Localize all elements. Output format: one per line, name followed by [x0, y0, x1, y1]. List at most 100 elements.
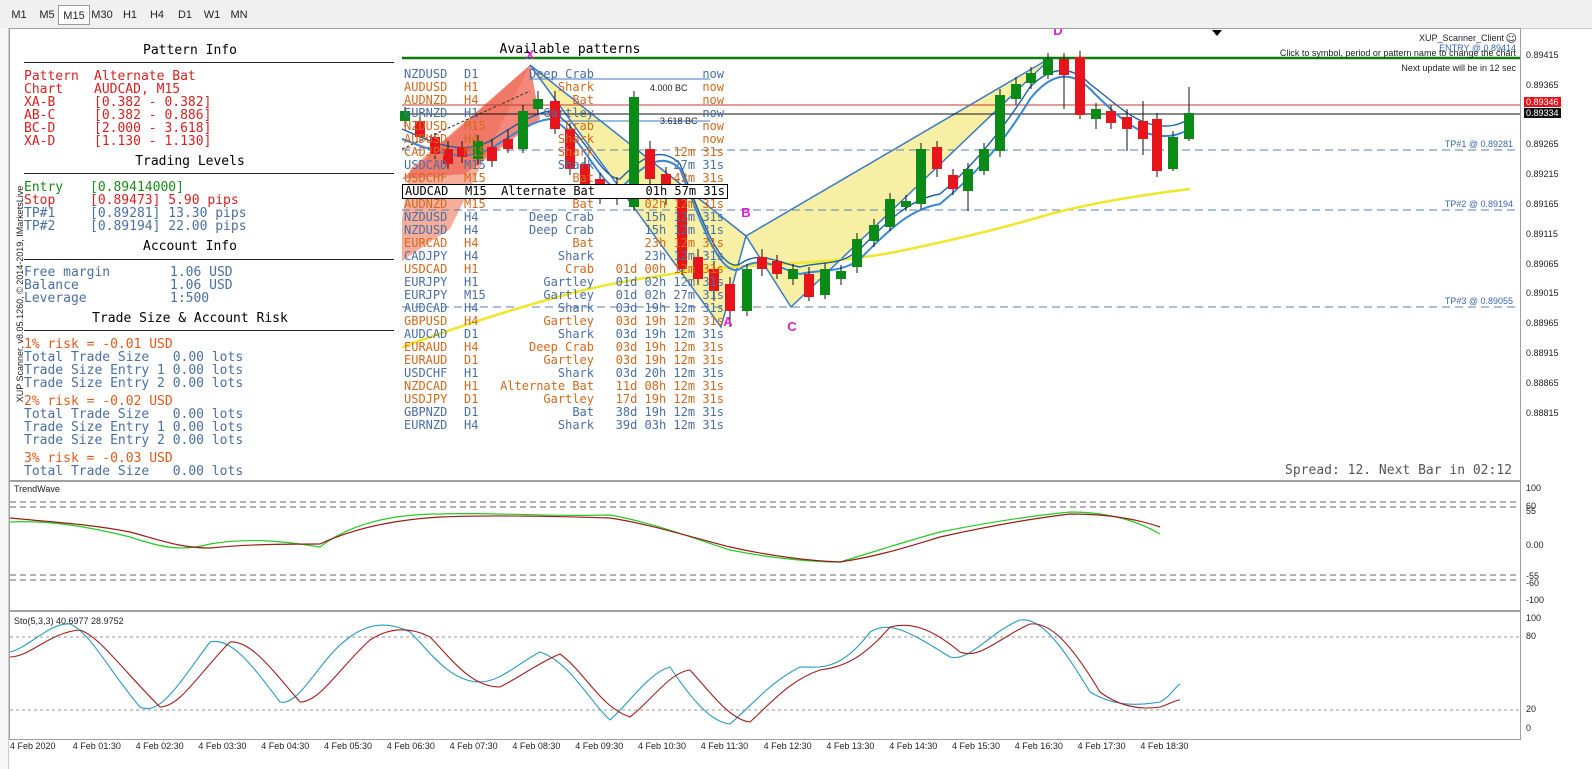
pattern-sym[interactable]: AUDUSD: [404, 80, 448, 94]
pattern-row[interactable]: GBPNZD D1 Bat 38d 19h 12m 31s: [402, 406, 728, 419]
pattern-row[interactable]: USDCHF H1 Shark 03d 20h 12m 31s: [402, 367, 728, 380]
pattern-sym[interactable]: AUDCAD: [404, 327, 448, 341]
pattern-time[interactable]: 12m 31s: [673, 145, 724, 159]
pattern-sym[interactable]: GBPUSD: [404, 314, 448, 328]
pattern-time[interactable]: 03d 19h 12m 31s: [615, 314, 724, 328]
pattern-row[interactable]: CADJPY H4 Shark 23h 12m 31s: [402, 250, 728, 263]
pattern-per[interactable]: H1: [464, 366, 479, 380]
pattern-sym[interactable]: NZDUSD: [404, 119, 448, 133]
pattern-time[interactable]: 03d 19h 12m 31s: [615, 353, 724, 367]
pattern-pat[interactable]: Bat: [572, 197, 594, 211]
pattern-per[interactable]: M15: [464, 171, 486, 185]
pattern-pat[interactable]: Gartley: [543, 392, 594, 406]
pattern-pat[interactable]: Bat: [572, 171, 594, 185]
pattern-per[interactable]: H1: [464, 80, 479, 94]
pattern-sym[interactable]: AUDCAD: [405, 184, 449, 198]
pattern-per[interactable]: H4: [464, 301, 479, 315]
pattern-sym[interactable]: EURNZD: [404, 106, 448, 120]
pattern-time[interactable]: 03d 19h 12m 31s: [615, 301, 724, 315]
pattern-pat[interactable]: Shark: [557, 80, 594, 94]
pattern-time[interactable]: 03d 19h 12m 31s: [615, 340, 724, 354]
pattern-sym[interactable]: EURNZD: [404, 418, 448, 432]
timeframe-m15[interactable]: M15: [58, 5, 90, 25]
pattern-per[interactable]: H1: [464, 379, 479, 393]
pattern-row[interactable]: NZDUSD M15 Crab now: [402, 120, 728, 133]
timeframe-w1[interactable]: W1: [203, 9, 221, 21]
pattern-sym[interactable]: EURAUD: [404, 353, 448, 367]
pattern-pat[interactable]: Shark: [557, 158, 594, 172]
pattern-per[interactable]: H4: [464, 249, 479, 263]
pattern-row[interactable]: AUDUSD H1 Shark now: [402, 81, 728, 94]
pattern-pat[interactable]: Bat: [572, 93, 594, 107]
pattern-pat[interactable]: Deep Crab: [528, 67, 594, 81]
pattern-per[interactable]: M15: [464, 119, 486, 133]
pattern-row[interactable]: AUDNZD M15 Bat 02h 12m 31s: [402, 198, 728, 211]
pattern-row[interactable]: EURAUD D1 Gartley 03d 19h 12m 31s: [402, 354, 728, 367]
timeframe-d1[interactable]: D1: [177, 9, 193, 21]
pattern-pat[interactable]: Bat: [572, 405, 594, 419]
pattern-sym[interactable]: USDCAD: [404, 158, 448, 172]
pattern-pat[interactable]: Bat: [572, 236, 594, 250]
pattern-per[interactable]: H4: [464, 132, 479, 146]
pattern-row[interactable]: CADJPY M15 Shark 12m 31s: [402, 146, 728, 159]
pattern-sym[interactable]: CADJPY: [404, 145, 448, 159]
pattern-per[interactable]: H4: [464, 340, 479, 354]
pattern-pat[interactable]: Deep Crab: [528, 340, 594, 354]
pattern-row[interactable]: EURJPY M15 Gartley 01d 02h 27m 31s: [402, 289, 728, 302]
pattern-row[interactable]: NZDUSD H4 Deep Crab 15h 12m 31s: [402, 211, 728, 224]
pattern-time[interactable]: 42m 31s: [673, 171, 724, 185]
pattern-time[interactable]: now: [702, 119, 724, 133]
stochastic-panel[interactable]: Sto(5,3,3) 40.6977 28.9752: [9, 611, 1521, 740]
timeframe-h1[interactable]: H1: [122, 9, 138, 21]
pattern-time[interactable]: 15h 12m 31s: [644, 223, 724, 237]
pattern-row[interactable]: AUDUSD H4 Shark now: [402, 133, 728, 146]
pattern-pat[interactable]: Shark: [557, 327, 594, 341]
pattern-time[interactable]: 03d 19h 12m 31s: [615, 327, 724, 341]
pattern-time[interactable]: 17d 19h 12m 31s: [615, 392, 724, 406]
pattern-sym[interactable]: NZDUSD: [404, 210, 448, 224]
pattern-per[interactable]: H1: [464, 275, 479, 289]
pattern-sym[interactable]: EURJPY: [404, 288, 448, 302]
pattern-time[interactable]: now: [702, 132, 724, 146]
pattern-row[interactable]: AUDNZD H4 Bat now: [402, 94, 728, 107]
pattern-pat[interactable]: Shark: [557, 145, 594, 159]
pattern-sym[interactable]: AUDNZD: [404, 197, 448, 211]
pattern-time[interactable]: 01d 02h 12m 31s: [615, 275, 724, 289]
pattern-sym[interactable]: EURJPY: [404, 275, 448, 289]
pattern-time[interactable]: 01d 00h 12m 31s: [615, 262, 724, 276]
pattern-sym[interactable]: USDCHF: [404, 171, 448, 185]
pattern-row[interactable]: EURNZD H1 Gartley now: [402, 107, 728, 120]
pattern-time[interactable]: 03d 20h 12m 31s: [615, 366, 724, 380]
pattern-row[interactable]: NZDUSD H4 Deep Crab 15h 12m 31s: [402, 224, 728, 237]
pattern-per[interactable]: D1: [464, 405, 479, 419]
pattern-sym[interactable]: GBPNZD: [404, 405, 448, 419]
pattern-sym[interactable]: CADJPY: [404, 249, 448, 263]
pattern-pat[interactable]: Deep Crab: [528, 210, 594, 224]
pattern-pat[interactable]: Deep Crab: [528, 223, 594, 237]
pattern-time[interactable]: 01d 02h 27m 31s: [615, 288, 724, 302]
pattern-sym[interactable]: AUDCAD: [404, 301, 448, 315]
pattern-pat[interactable]: Crab: [565, 262, 594, 276]
pattern-time[interactable]: 39d 03h 12m 31s: [615, 418, 724, 432]
pattern-sym[interactable]: NZDUSD: [404, 67, 448, 81]
pattern-per[interactable]: M15: [464, 145, 486, 159]
pattern-per[interactable]: H4: [464, 223, 479, 237]
pattern-pat[interactable]: Shark: [557, 132, 594, 146]
pattern-per[interactable]: D1: [464, 392, 479, 406]
pattern-time[interactable]: 02h 12m 31s: [644, 197, 724, 211]
pattern-time[interactable]: 38d 19h 12m 31s: [615, 405, 724, 419]
timeframe-h4[interactable]: H4: [149, 9, 165, 21]
pattern-row[interactable]: EURCAD H4 Bat 23h 12m 31s: [402, 237, 728, 250]
pattern-per[interactable]: H4: [464, 210, 479, 224]
pattern-sym[interactable]: EURCAD: [404, 236, 448, 250]
pattern-row[interactable]: NZDUSD D1 Deep Crab now: [402, 68, 728, 81]
pattern-row[interactable]: GBPUSD H4 Gartley 03d 19h 12m 31s: [402, 315, 728, 328]
pattern-time[interactable]: 27m 31s: [673, 158, 724, 172]
pattern-per[interactable]: M15: [465, 184, 487, 198]
pattern-time[interactable]: now: [702, 67, 724, 81]
pattern-per[interactable]: M15: [464, 158, 486, 172]
pattern-row[interactable]: USDJPY D1 Gartley 17d 19h 12m 31s: [402, 393, 728, 406]
pattern-per[interactable]: H4: [464, 418, 479, 432]
pattern-row[interactable]: EURNZD H4 Shark 39d 03h 12m 31s: [402, 419, 728, 432]
pattern-sym[interactable]: AUDNZD: [404, 93, 448, 107]
